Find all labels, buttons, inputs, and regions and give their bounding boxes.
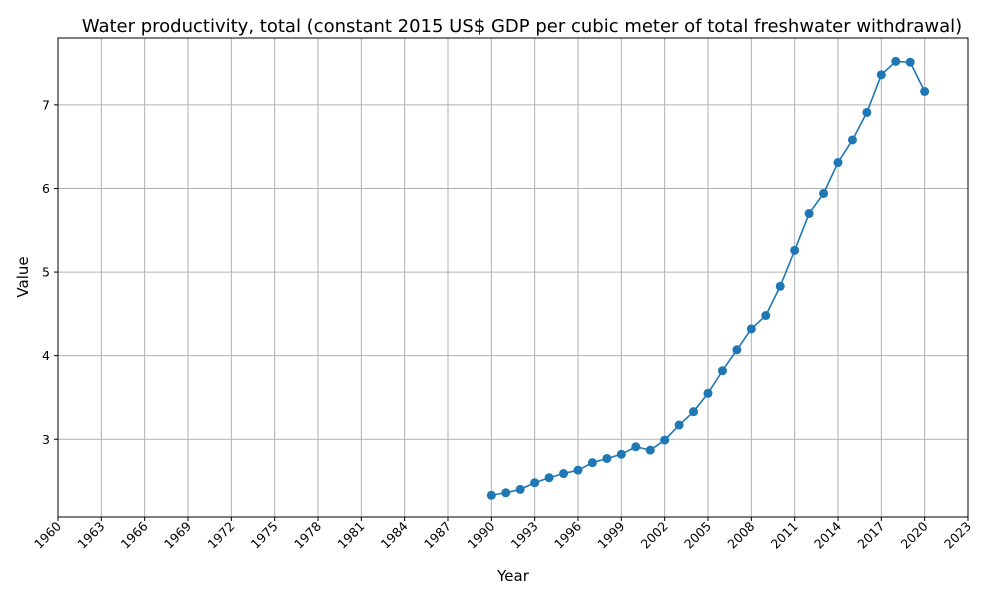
data-point bbox=[819, 188, 829, 198]
x-tick-label: 1999 bbox=[594, 518, 627, 551]
y-tick-label: 3 bbox=[42, 432, 50, 447]
y-tick-label: 7 bbox=[42, 97, 50, 112]
data-point bbox=[703, 388, 713, 398]
data-point bbox=[674, 420, 684, 430]
data-point bbox=[645, 445, 655, 455]
y-axis: 3 4 5 6 7 bbox=[42, 97, 58, 447]
data-point bbox=[876, 70, 886, 80]
x-tick-label: 1978 bbox=[291, 518, 324, 551]
data-point bbox=[862, 107, 872, 117]
y-tick-label: 4 bbox=[42, 348, 50, 363]
y-tick-label: 5 bbox=[42, 265, 50, 280]
data-point bbox=[775, 281, 785, 291]
chart-title: Water productivity, total (constant 2015… bbox=[82, 16, 962, 37]
data-point bbox=[631, 442, 641, 452]
data-point bbox=[587, 458, 597, 468]
x-tick-label: 1960 bbox=[31, 518, 64, 551]
x-tick-label: 2008 bbox=[724, 518, 757, 551]
data-point bbox=[905, 57, 915, 67]
x-gridlines bbox=[57, 38, 969, 517]
data-point bbox=[804, 209, 814, 219]
data-points bbox=[486, 56, 930, 500]
plot-frame bbox=[57, 37, 969, 518]
data-point bbox=[616, 449, 626, 459]
x-tick-label: 1981 bbox=[334, 519, 367, 552]
data-point bbox=[833, 158, 843, 168]
x-tick-label: 1969 bbox=[161, 518, 194, 551]
data-point bbox=[920, 87, 930, 97]
data-point bbox=[746, 324, 756, 334]
x-tick-label: 2005 bbox=[681, 519, 714, 552]
x-tick-label: 1984 bbox=[378, 518, 411, 551]
x-tick-label: 1975 bbox=[248, 519, 281, 552]
x-tick-label: 1993 bbox=[508, 519, 541, 552]
data-point bbox=[660, 435, 670, 445]
data-point bbox=[847, 135, 857, 145]
x-tick-label: 2023 bbox=[941, 519, 974, 552]
x-tick-label: 2020 bbox=[898, 518, 931, 551]
data-point bbox=[732, 345, 742, 355]
data-point bbox=[544, 473, 554, 483]
x-tick-label: 2002 bbox=[638, 519, 671, 552]
data-point bbox=[486, 490, 496, 500]
x-tick-label: 1963 bbox=[74, 519, 107, 552]
x-tick-label: 1972 bbox=[204, 519, 237, 552]
x-axis: 1960 1963 1966 1969 1972 1975 1978 1981 1984 1987… bbox=[31, 517, 974, 552]
data-point bbox=[530, 478, 540, 488]
data-point bbox=[717, 366, 727, 376]
x-tick-label: 1996 bbox=[551, 518, 584, 551]
x-tick-label: 1990 bbox=[464, 518, 497, 551]
y-tick-label: 6 bbox=[42, 181, 50, 196]
data-point bbox=[573, 465, 583, 475]
x-axis-label: Year bbox=[496, 567, 530, 585]
data-point bbox=[559, 469, 569, 479]
y-axis-label: Value bbox=[14, 256, 32, 297]
data-point bbox=[501, 488, 511, 498]
data-point bbox=[761, 311, 771, 321]
data-point bbox=[790, 245, 800, 255]
x-tick-label: 2017 bbox=[854, 519, 887, 552]
y-gridlines bbox=[58, 104, 968, 440]
data-point bbox=[689, 407, 699, 417]
x-tick-label: 2011 bbox=[768, 519, 801, 552]
x-tick-label: 1966 bbox=[118, 518, 151, 551]
data-point bbox=[602, 453, 612, 463]
x-tick-label: 1987 bbox=[421, 519, 454, 552]
data-point bbox=[515, 484, 525, 494]
x-tick-label: 2014 bbox=[811, 518, 844, 551]
data-point bbox=[891, 56, 901, 66]
